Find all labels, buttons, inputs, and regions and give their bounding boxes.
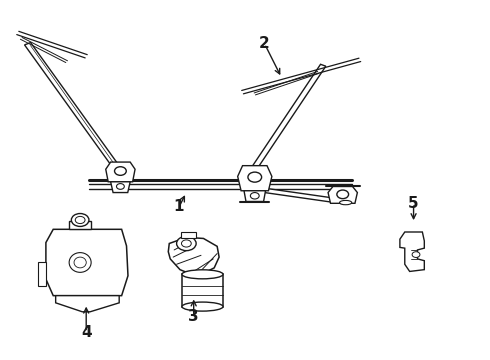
- Ellipse shape: [182, 302, 223, 311]
- Circle shape: [250, 193, 259, 199]
- Polygon shape: [106, 162, 135, 182]
- Polygon shape: [238, 166, 272, 191]
- Circle shape: [176, 236, 196, 251]
- Polygon shape: [182, 274, 223, 307]
- Text: 3: 3: [188, 309, 199, 324]
- Circle shape: [72, 213, 89, 226]
- Text: 1: 1: [174, 199, 184, 215]
- Polygon shape: [24, 42, 123, 174]
- Polygon shape: [400, 232, 424, 271]
- Ellipse shape: [182, 270, 223, 279]
- Circle shape: [117, 184, 124, 189]
- Polygon shape: [46, 229, 128, 296]
- Circle shape: [181, 240, 191, 247]
- Text: 2: 2: [259, 36, 270, 51]
- Polygon shape: [252, 64, 326, 168]
- Polygon shape: [56, 296, 119, 312]
- Polygon shape: [328, 186, 357, 203]
- Circle shape: [412, 252, 420, 257]
- Polygon shape: [70, 221, 91, 229]
- Polygon shape: [168, 237, 219, 274]
- Ellipse shape: [340, 201, 352, 205]
- Polygon shape: [254, 187, 343, 204]
- Circle shape: [248, 172, 262, 182]
- Circle shape: [115, 167, 126, 175]
- Circle shape: [337, 190, 348, 199]
- Circle shape: [75, 216, 85, 224]
- Polygon shape: [181, 232, 196, 238]
- Polygon shape: [111, 182, 130, 193]
- Ellipse shape: [74, 257, 86, 268]
- Text: 4: 4: [81, 325, 92, 340]
- Ellipse shape: [69, 253, 91, 273]
- Polygon shape: [38, 262, 46, 286]
- Text: 5: 5: [408, 196, 419, 211]
- Polygon shape: [244, 191, 266, 202]
